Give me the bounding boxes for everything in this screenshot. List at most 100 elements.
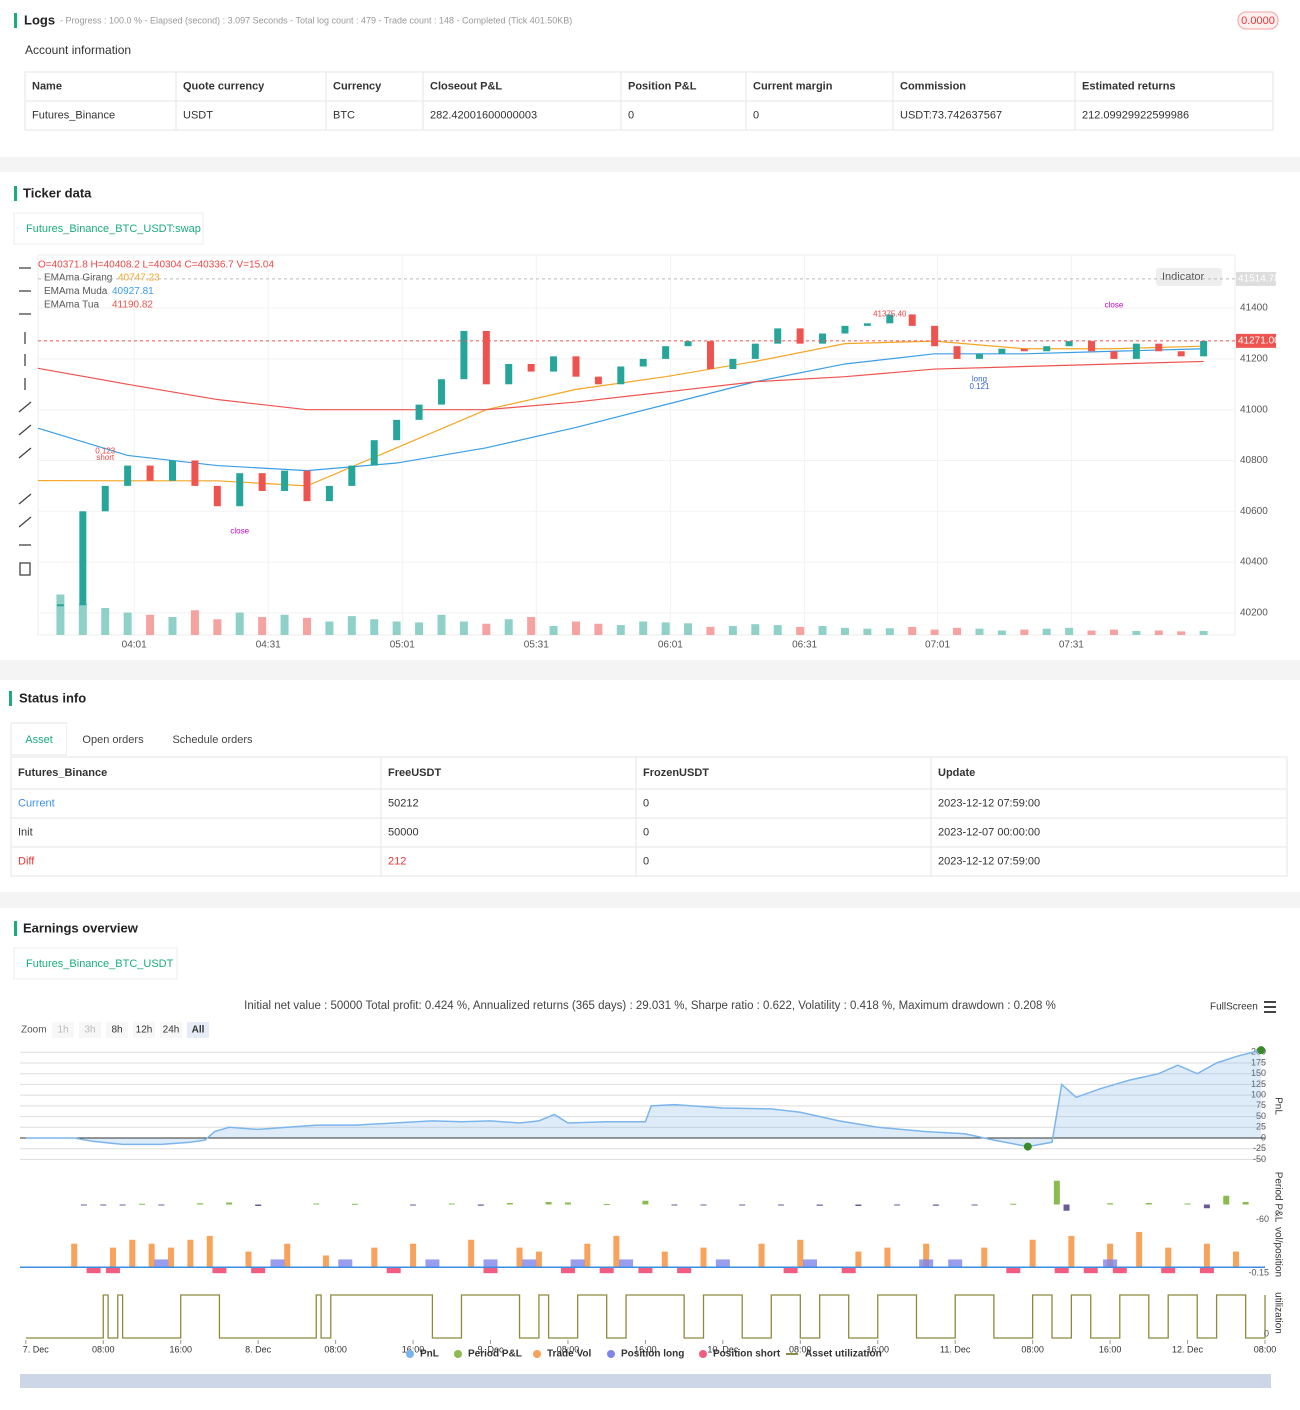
tab[interactable] [67,723,159,755]
legend-label[interactable]: Trade Vol [547,1349,591,1360]
indicator-button[interactable] [1156,268,1222,286]
candle [931,325,939,347]
legend-swatch[interactable] [607,1350,615,1358]
table-header: FreeUSDT [388,767,441,779]
zoom-label[interactable]: 1h [57,1025,68,1036]
zoom-button[interactable] [79,1022,101,1038]
legend-label[interactable]: Asset utilization [805,1349,882,1360]
legend-label[interactable]: PnL [420,1349,439,1360]
legend-label[interactable]: Position long [621,1349,684,1360]
table-cell: Current [18,797,55,809]
y-tick-label: 41200 [1240,354,1268,365]
toolbar[interactable] [18,267,32,576]
period-bar [1184,1203,1191,1205]
legend-swatch[interactable] [533,1350,541,1358]
volume-bar [594,623,603,635]
tab[interactable] [13,212,204,245]
candle [437,379,445,405]
zoom-label[interactable]: 24h [163,1025,180,1036]
volume-bar [101,608,110,635]
position-short-bar [386,1267,401,1274]
tab-label[interactable]: Futures_Binance_BTC_USDT:swap [26,223,201,235]
volume-bar [1199,630,1208,635]
volume-bar [1042,628,1051,635]
period-bar [816,1204,823,1206]
trade-vol-bar [322,1255,329,1268]
zoom-button[interactable] [106,1022,128,1038]
period-bar [671,1204,678,1206]
tab-label[interactable]: Open orders [82,734,144,746]
legend-swatch[interactable] [454,1350,462,1358]
zoom-label[interactable]: 12h [136,1025,153,1036]
volume-bar [123,612,132,635]
trade-vol-bar [284,1243,291,1268]
section-bar [14,186,17,201]
zoom-button[interactable] [160,1022,182,1038]
zoom-label[interactable]: All [192,1025,205,1036]
position-long-bar [1103,1259,1118,1268]
legend-label[interactable]: Position short [713,1349,781,1360]
x-tick-label: 16:00 [1099,1344,1122,1354]
y-tick-label: 0 [1261,1132,1266,1142]
tab[interactable] [10,722,68,756]
table-header: Update [938,767,975,779]
y-tick-label: 175 [1251,1057,1266,1067]
zoom-button[interactable] [52,1022,74,1038]
zoom-label[interactable]: 3h [84,1025,95,1036]
zoom-button[interactable] [133,1022,155,1038]
candle [460,330,468,380]
candle [393,419,401,441]
trade-vol-bar [371,1247,378,1268]
volume-bar [571,621,580,635]
indicator-label[interactable]: Indicator [1162,271,1205,283]
tab-label[interactable]: Futures_Binance_BTC_USDT [26,958,174,970]
table-header: Current margin [753,80,833,92]
tab-label[interactable]: Asset [25,734,53,746]
candle [751,343,759,359]
legend-swatch[interactable] [406,1350,414,1358]
legend-name: EMAma Muda [44,286,108,297]
table-cell: 212 [388,855,406,867]
gap [0,660,1300,680]
period-bar [564,1202,571,1205]
table-cell: 50212 [388,797,419,809]
legend-label[interactable]: Period P&L [468,1349,522,1360]
navigator[interactable] [20,1374,1271,1388]
tab[interactable] [13,947,178,980]
y-tick-label: 50 [1256,1111,1266,1121]
y-tick-label: 125 [1251,1079,1266,1089]
status-title: Status info [19,690,86,705]
table-cell: 2023-12-12 07:59:00 [938,855,1040,867]
position-short-bar [638,1267,653,1274]
trade-vol-bar [923,1243,930,1268]
candle [639,358,647,367]
fullscreen[interactable]: FullScreen [1210,1002,1258,1013]
position-short-bar [1006,1267,1021,1274]
table-header: Estimated returns [1082,80,1176,92]
legend-value: 40747.23 [118,273,160,284]
tab-label[interactable]: Schedule orders [172,734,253,746]
menu-icon[interactable] [1264,1001,1276,1013]
legend-swatch[interactable] [699,1350,707,1358]
position-short-bar [783,1267,798,1274]
plot-frame [37,254,1236,636]
candle [975,353,983,359]
period-bar [410,1204,417,1206]
trade-vol-bar [468,1239,475,1268]
trade-vol-bar [535,1251,542,1268]
section-bar [14,921,17,936]
y-tick-label: -60 [1256,1214,1269,1224]
zoom-label[interactable]: 8h [111,1025,122,1036]
zoom-button[interactable] [187,1022,209,1038]
table-cell: 2023-12-07 00:00:00 [938,826,1040,838]
position-short-bar [212,1267,227,1274]
x-tick-label: 8. Dec [245,1344,272,1354]
pnl-line [25,1049,1262,1148]
volume-bar [56,594,65,635]
volume-bar [415,622,424,635]
tab[interactable] [159,723,266,755]
annotation: 41375.40 [873,309,907,318]
legend-name: EMAma Girang [44,273,112,284]
trade-vol-bar [187,1239,194,1268]
y-tick-label: 40800 [1240,455,1268,466]
